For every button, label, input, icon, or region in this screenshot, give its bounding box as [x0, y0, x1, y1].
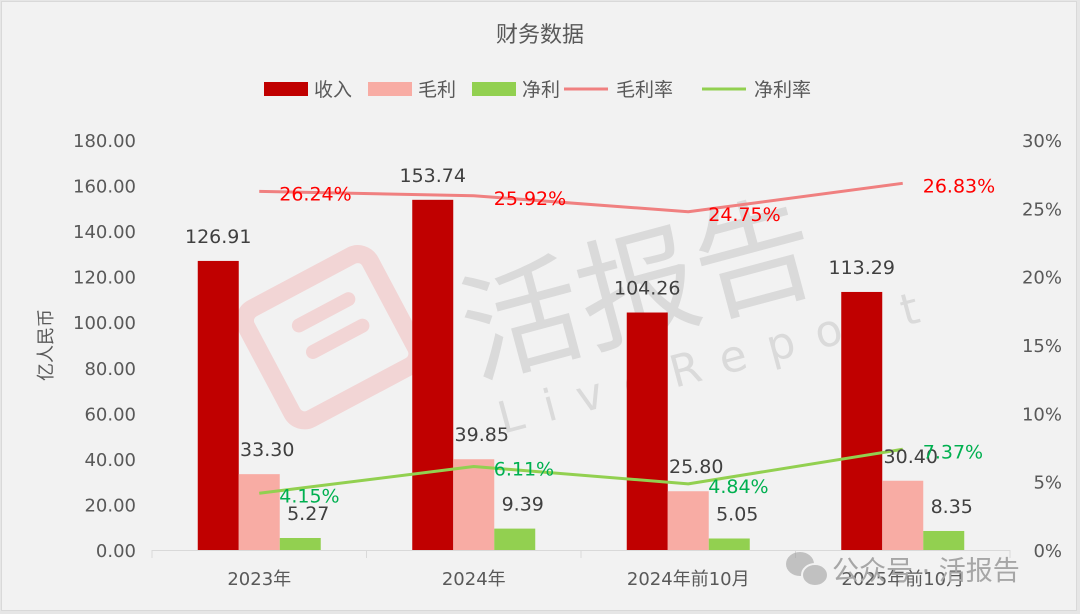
bar-毛利[interactable]	[238, 474, 280, 550]
x-tick-label: 2024年	[442, 569, 506, 590]
legend-swatch-icon	[368, 82, 412, 96]
line-value-label: 7.37%	[923, 441, 983, 463]
watermark-logo-icon	[235, 245, 427, 430]
bar-value-label: 9.39	[502, 494, 544, 516]
line-value-label: 4.84%	[708, 476, 768, 498]
line-value-label: 26.24%	[279, 183, 351, 205]
x-tick-label: 2023年	[227, 569, 291, 590]
bar-value-label: 104.26	[614, 278, 680, 300]
bar-净利[interactable]	[494, 528, 536, 550]
bar-value-label: 126.91	[185, 226, 251, 248]
wechat-watermark: 公众号 · 活报告	[786, 552, 1020, 587]
y-tick-label: 20.00	[84, 495, 136, 516]
y2-tick-label: 15%	[1022, 336, 1062, 357]
legend-item-0[interactable]: 收入	[264, 79, 352, 101]
legend-label: 净利率	[754, 79, 811, 101]
bar-value-label: 113.29	[829, 257, 895, 279]
y2-tick-label: 25%	[1022, 199, 1062, 220]
bar-value-label: 39.85	[455, 424, 509, 446]
legend-label: 毛利率	[616, 79, 673, 101]
legend-item-2[interactable]: 净利	[472, 79, 560, 101]
y-tick-label: 160.00	[73, 177, 136, 198]
legend-item-3[interactable]: 毛利率	[564, 79, 673, 101]
chart-title: 财务数据	[496, 23, 584, 48]
bar-净利[interactable]	[708, 538, 750, 550]
y2-tick-label: 10%	[1022, 404, 1062, 425]
y-tick-label: 180.00	[73, 131, 136, 152]
bar-收入[interactable]	[841, 291, 883, 550]
bar-毛利[interactable]	[453, 459, 495, 550]
bar-净利[interactable]	[279, 537, 321, 550]
x-tick-label: 2024年前10月	[627, 569, 750, 590]
wechat-account-text: 公众号 · 活报告	[832, 556, 1020, 587]
line-value-label: 24.75%	[708, 204, 780, 226]
legend-swatch-icon	[264, 82, 308, 96]
bar-value-label: 5.27	[287, 503, 329, 525]
bar-value-label: 25.80	[669, 456, 723, 478]
line-毛利率[interactable]	[259, 181, 903, 214]
watermark: 活报告 LiveReport	[235, 177, 946, 444]
bar-毛利[interactable]	[667, 491, 709, 550]
line-value-label: 25.92%	[494, 188, 566, 210]
bar-净利[interactable]	[923, 530, 965, 550]
line-value-label: 4.15%	[279, 485, 339, 507]
legend-item-1[interactable]: 毛利	[368, 79, 456, 101]
bar-value-label: 153.74	[400, 165, 466, 187]
bar-value-label: 5.05	[716, 503, 758, 525]
line-value-label: 6.11%	[494, 458, 554, 480]
bar-毛利[interactable]	[882, 480, 924, 550]
legend-label: 毛利	[418, 79, 456, 101]
x-tick-label: 2025年前10月	[841, 569, 964, 590]
y2-tick-label: 30%	[1022, 131, 1062, 152]
bar-value-label: 8.35	[931, 496, 973, 518]
y-tick-label: 60.00	[84, 404, 136, 425]
legend-label: 收入	[314, 79, 352, 101]
line-净利率[interactable]	[259, 447, 903, 495]
y-tick-label: 0.00	[96, 541, 136, 562]
bar-value-label: 30.40	[884, 446, 938, 468]
legend-swatch-icon	[472, 82, 516, 96]
legend-item-4[interactable]: 净利率	[702, 79, 811, 101]
y2-tick-label: 0%	[1033, 541, 1062, 562]
y-tick-label: 100.00	[73, 313, 136, 334]
y-tick-label: 120.00	[73, 268, 136, 289]
wechat-icon	[786, 552, 829, 587]
legend-label: 净利	[522, 79, 560, 101]
bar-收入[interactable]	[626, 312, 668, 550]
y-tick-label: 40.00	[84, 450, 136, 471]
line-value-label: 26.83%	[923, 175, 995, 197]
y-tick-label: 140.00	[73, 222, 136, 243]
y-axis-title: 亿人民币	[36, 309, 57, 381]
bar-收入[interactable]	[197, 260, 239, 550]
y2-tick-label: 5%	[1033, 473, 1062, 494]
bar-value-label: 33.30	[240, 439, 294, 461]
bar-收入[interactable]	[412, 199, 454, 550]
y2-tick-label: 20%	[1022, 268, 1062, 289]
y-tick-label: 80.00	[84, 359, 136, 380]
